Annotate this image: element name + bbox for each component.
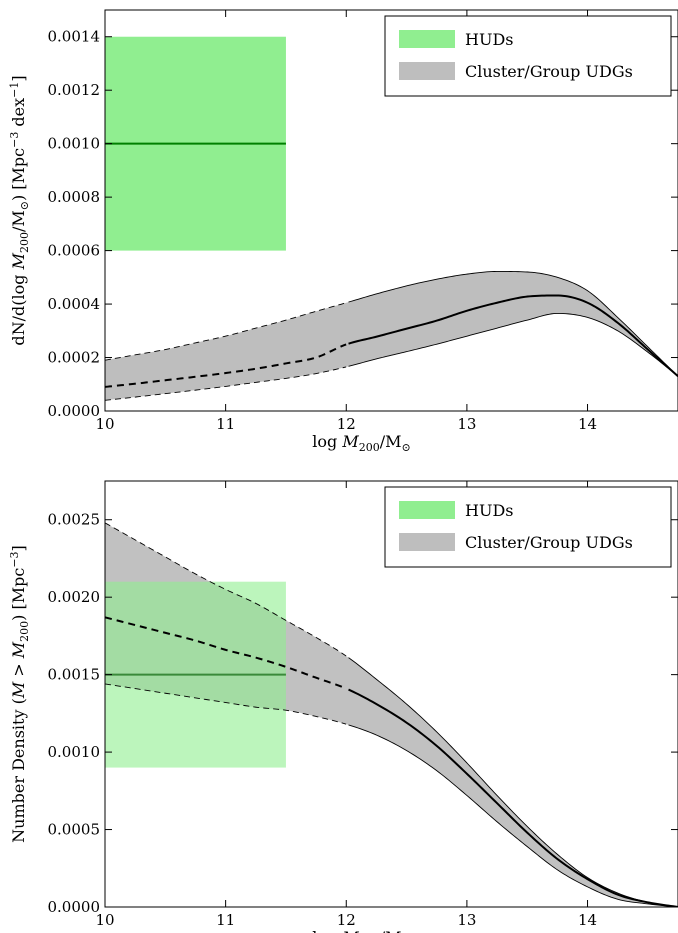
udg-lower-edge-solid bbox=[348, 724, 678, 907]
y-tick-label: 0.0000 bbox=[48, 898, 101, 916]
chart-panel-bottom: 10 11 12 13 14 0.0000 0.0005 0.0010 0.0015 0.0020… bbox=[8, 480, 678, 933]
udg-lower-edge-dashed bbox=[105, 683, 347, 725]
legend-box bbox=[384, 15, 672, 97]
legend-label: HUDs bbox=[465, 501, 513, 520]
x-tick-label: 10 bbox=[95, 415, 114, 433]
x-tick-label: 14 bbox=[578, 911, 597, 929]
legend: HUDs Cluster/Group UDGs bbox=[384, 15, 672, 97]
x-tick-label: 13 bbox=[457, 415, 476, 433]
legend-swatch bbox=[399, 533, 455, 551]
y-tick-label: 0.0002 bbox=[48, 349, 101, 367]
y-tick-label: 0.0004 bbox=[48, 295, 101, 313]
x-tick-label: 12 bbox=[337, 911, 356, 929]
udg-median-solid bbox=[348, 688, 678, 907]
x-tick-label: 13 bbox=[457, 911, 476, 929]
plot-area bbox=[105, 522, 678, 907]
y-tick-label: 0.0015 bbox=[48, 666, 101, 684]
y-tick-label: 0.0012 bbox=[48, 81, 101, 99]
udg-lower-edge-dashed bbox=[105, 366, 347, 401]
y-tick-label: 0.0010 bbox=[48, 743, 101, 761]
y-tick-label: 0.0000 bbox=[48, 402, 101, 420]
x-tick-label: 14 bbox=[578, 415, 597, 433]
axes-frame bbox=[104, 480, 678, 908]
y-tick-label: 0.0005 bbox=[48, 821, 101, 839]
udg-median-dashed bbox=[105, 616, 347, 690]
y-tick-label: 0.0008 bbox=[48, 188, 101, 206]
udg-upper-edge-solid bbox=[348, 271, 678, 377]
x-axis-label: log M200/M⊙ bbox=[312, 928, 410, 933]
chart-panel-top: 10 11 12 13 14 0.0000 0.0002 0.0004 0.0006 0.0008… bbox=[8, 9, 678, 454]
plot-area bbox=[105, 36, 678, 401]
legend-swatch bbox=[399, 62, 455, 80]
y-axis-label: dN/d(log M200/M⊙) [Mpc−3 dex−1] bbox=[8, 75, 31, 345]
y-tick-label: 0.0020 bbox=[48, 588, 101, 606]
udg-lower-edge-solid bbox=[348, 312, 678, 377]
x-tick-label: 11 bbox=[216, 911, 235, 929]
axes-frame bbox=[104, 9, 678, 412]
legend: HUDs Cluster/Group UDGs bbox=[384, 486, 672, 568]
legend-swatch bbox=[399, 501, 455, 519]
legend-box bbox=[384, 486, 672, 568]
legend-label: HUDs bbox=[465, 30, 513, 49]
udg-median-dashed bbox=[105, 343, 347, 388]
x-tick-label: 10 bbox=[95, 911, 114, 929]
x-axis-label: log M200/M⊙ bbox=[312, 432, 410, 454]
x-tick-label: 12 bbox=[337, 415, 356, 433]
y-tick-label: 0.0014 bbox=[48, 28, 101, 46]
y-tick-label: 0.0006 bbox=[48, 242, 101, 260]
udg-upper-edge-dashed bbox=[105, 302, 347, 361]
udg-median-solid bbox=[348, 294, 678, 377]
y-tick-label: 0.0010 bbox=[48, 135, 101, 153]
udg-upper-edge-solid bbox=[348, 657, 678, 907]
legend-swatch bbox=[399, 30, 455, 48]
legend-label: Cluster/Group UDGs bbox=[465, 62, 633, 81]
y-axis-label: Number Density (M > M200) [Mpc−3] bbox=[8, 545, 31, 843]
legend-label: Cluster/Group UDGs bbox=[465, 533, 633, 552]
y-tick-label: 0.0025 bbox=[48, 511, 101, 529]
udg-band bbox=[105, 271, 678, 401]
x-tick-label: 11 bbox=[216, 415, 235, 433]
